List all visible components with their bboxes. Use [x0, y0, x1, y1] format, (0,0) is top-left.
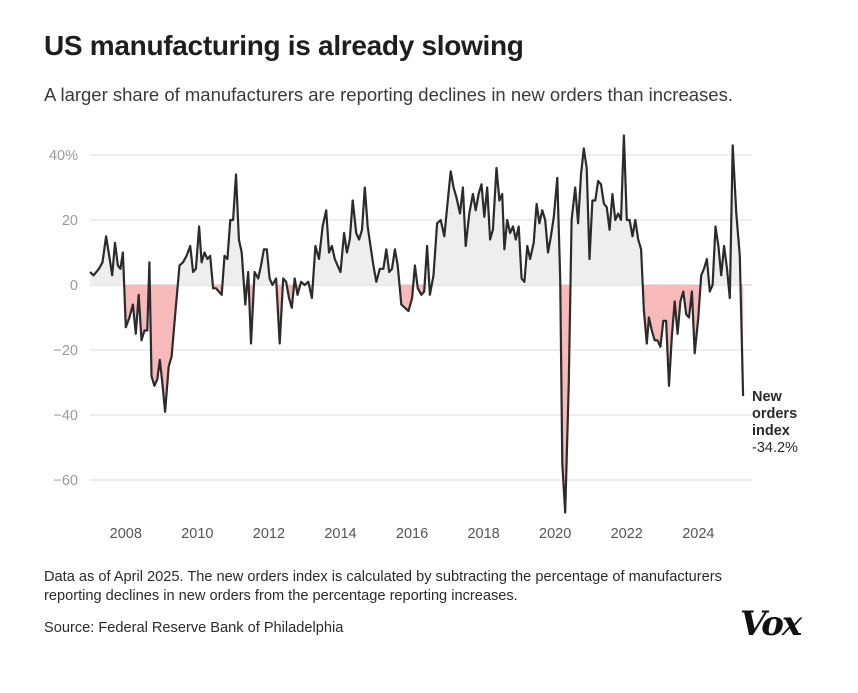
y-tick-label: −40: [53, 408, 78, 424]
positive-area: [222, 174, 244, 285]
y-tick-label: 20: [62, 213, 78, 229]
positive-area: [312, 187, 400, 285]
x-tick-label: 2010: [181, 526, 213, 542]
positive-area: [254, 249, 277, 285]
x-tick-label: 2022: [611, 526, 643, 542]
chart-subtitle: A larger share of manufacturers are repo…: [44, 84, 733, 105]
x-tick-label: 2024: [682, 526, 714, 542]
y-tick-label: 0: [70, 278, 78, 294]
series-line: [89, 134, 745, 514]
y-axis-ticks: 40% 20 0 −20 −40 −60: [49, 148, 78, 489]
annotation-label: index: [752, 423, 790, 439]
series-line-layer: [89, 134, 745, 514]
page-title: US manufacturing is already slowing: [44, 30, 524, 61]
annotation-label: New: [752, 389, 783, 405]
vox-logo: Vox: [740, 604, 802, 644]
positive-area: [177, 226, 213, 285]
positive-area: [431, 168, 561, 285]
new-orders-chart: 40% 20 0 −20 −40 −60 2008 2010 2012 2014 2016 2018…: [49, 134, 798, 542]
annotation-value: -34.2%: [752, 440, 798, 456]
data-note: Data as of April 2025. The new orders in…: [44, 569, 722, 604]
annotation-label: orders: [752, 406, 797, 422]
y-tick-label: 40%: [49, 148, 78, 164]
y-tick-label: −60: [53, 473, 78, 489]
x-tick-label: 2008: [110, 526, 142, 542]
x-tick-label: 2014: [324, 526, 356, 542]
x-tick-label: 2020: [539, 526, 571, 542]
x-tick-label: 2018: [467, 526, 499, 542]
x-tick-label: 2016: [396, 526, 428, 542]
x-axis-ticks: 2008 2010 2012 2014 2016 2018 2020 2022 2024: [110, 526, 715, 542]
source-credit: Source: Federal Reserve Bank of Philadel…: [44, 620, 344, 636]
y-tick-label: −20: [53, 343, 78, 359]
x-tick-label: 2012: [253, 526, 285, 542]
